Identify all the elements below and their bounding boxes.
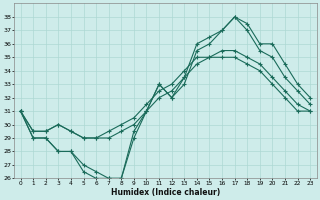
X-axis label: Humidex (Indice chaleur): Humidex (Indice chaleur): [111, 188, 220, 197]
